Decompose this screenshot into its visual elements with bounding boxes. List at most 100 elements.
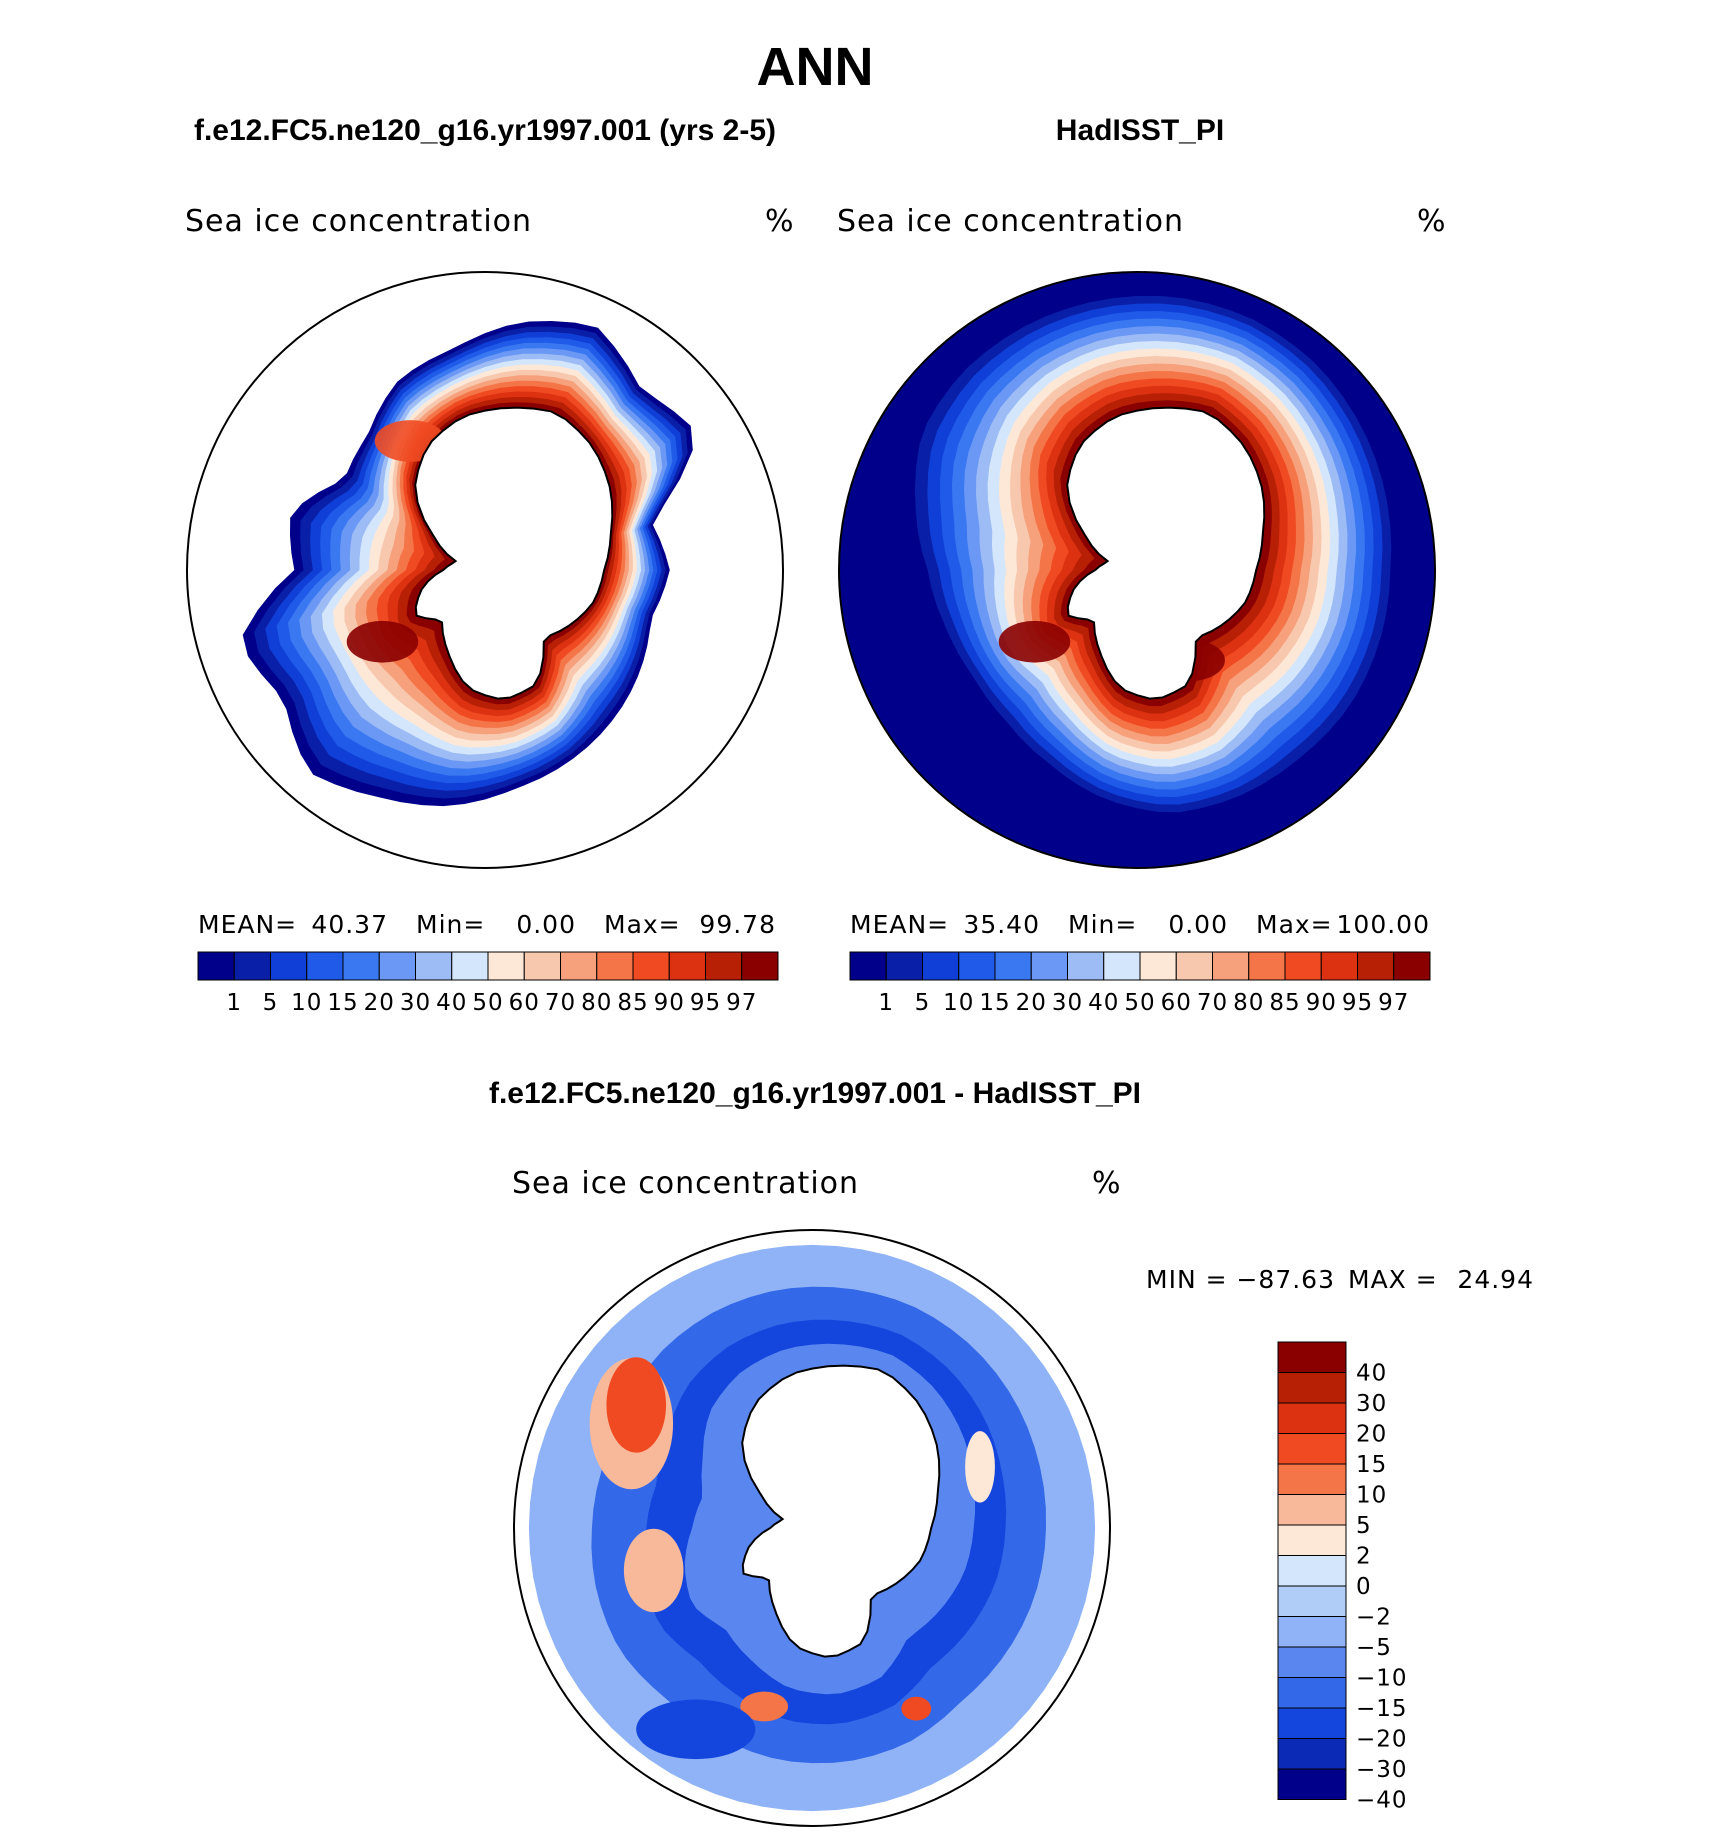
- left-colorbar-tick: 10: [291, 990, 322, 1016]
- right-colorbar-swatch-1: [885, 951, 923, 981]
- left-colorbar-swatch-9: [523, 951, 561, 981]
- left-colorbar-tick: 30: [400, 990, 431, 1016]
- left-colorbar-tick: 60: [509, 990, 540, 1016]
- left-colorbar-swatch-2: [270, 951, 308, 981]
- diff-colorbar-swatch-5: [1277, 1494, 1347, 1526]
- left-colorbar-tick: 15: [327, 990, 358, 1016]
- left-map: [242, 321, 693, 807]
- diff-blob-1: [606, 1357, 667, 1453]
- diff-blob-2: [623, 1528, 684, 1613]
- diff-colorbar-tick: −15: [1356, 1696, 1408, 1722]
- left-colorbar-tick: 97: [726, 990, 757, 1016]
- diff-blob-deep: [636, 1699, 756, 1760]
- left-colorbar-tick: 95: [690, 990, 721, 1016]
- left-map-boundary: [186, 271, 784, 869]
- right-colorbar-swatch-9: [1175, 951, 1213, 981]
- right-colorbar-tick: 40: [1088, 990, 1119, 1016]
- diff-colorbar-swatch-11: [1277, 1677, 1347, 1709]
- diff-colorbar-tick: −40: [1356, 1788, 1408, 1814]
- diff-colorbar-tick: 20: [1356, 1422, 1387, 1448]
- right-colorbar-tick: 10: [943, 990, 974, 1016]
- right-colorbar-tick: 1: [878, 990, 894, 1016]
- left-mean-label: MEAN=: [198, 910, 297, 939]
- diff-colorbar-swatch-12: [1277, 1707, 1347, 1739]
- left-colorbar-swatch-3: [306, 951, 344, 981]
- left-colorbar-tick: 5: [263, 990, 279, 1016]
- right-colorbar-swatch-11: [1248, 951, 1286, 981]
- diff-colorbar-swatch-3: [1277, 1433, 1347, 1465]
- right-colorbar-tick: 95: [1342, 990, 1373, 1016]
- diff-colorbar-swatch-7: [1277, 1555, 1347, 1587]
- right-colorbar-swatch-4: [994, 951, 1032, 981]
- right-colorbar-tick: 70: [1197, 990, 1228, 1016]
- left-min-value: 0.00: [516, 910, 576, 939]
- diff-min-label: MIN =: [1146, 1265, 1228, 1294]
- right-stats: MEAN= 35.40 Min= 0.00 Max= 100.00: [850, 910, 1429, 939]
- right-colorbar-tick: 60: [1161, 990, 1192, 1016]
- left-colorbar-tick: 90: [654, 990, 685, 1016]
- right-colorbar-swatch-15: [1393, 951, 1431, 981]
- diff-colorbar-tick: 5: [1356, 1513, 1372, 1539]
- right-colorbar-swatch-2: [922, 951, 960, 981]
- diff-map-boundary: [513, 1229, 1111, 1827]
- right-colorbar-swatch-12: [1284, 951, 1322, 981]
- left-colorbar-swatch-7: [451, 951, 489, 981]
- diff-colorbar-swatch-8: [1277, 1585, 1347, 1617]
- left-stats: MEAN= 40.37 Min= 0.00 Max= 99.78: [198, 910, 775, 939]
- left-mean-value: 40.37: [311, 910, 388, 939]
- diff-max-label: MAX =: [1348, 1265, 1438, 1294]
- left-colorbar-swatch-0: [197, 951, 235, 981]
- left-colorbar-tick: 80: [581, 990, 612, 1016]
- left-min-label: Min=: [416, 910, 485, 939]
- right-colorbar-swatch-14: [1357, 951, 1395, 981]
- diff-colorbar-tick: −2: [1356, 1605, 1392, 1631]
- left-colorbar-swatch-4: [342, 951, 380, 981]
- diff-max-value: 24.94: [1457, 1265, 1534, 1294]
- left-colorbar-swatch-12: [632, 951, 670, 981]
- left-colorbar-swatch-11: [596, 951, 634, 981]
- diff-colorbar-swatch-6: [1277, 1524, 1347, 1556]
- left-colorbar-swatch-14: [705, 951, 743, 981]
- diff-case-title: f.e12.FC5.ne120_g16.yr1997.001 - HadISST…: [489, 1077, 1141, 1110]
- left-colorbar-swatch-8: [487, 951, 525, 981]
- right-max-label: Max=: [1256, 910, 1333, 939]
- left-max-label: Max=: [604, 910, 681, 939]
- right-colorbar-tick: 90: [1306, 990, 1337, 1016]
- diff-colorbar-swatch-10: [1277, 1646, 1347, 1678]
- left-colorbar-swatch-5: [378, 951, 416, 981]
- diff-colorbar-tick: 2: [1356, 1544, 1372, 1570]
- diff-colorbar-swatch-1: [1277, 1372, 1347, 1404]
- right-colorbar-tick: 20: [1016, 990, 1047, 1016]
- hotspot-weddell: [998, 620, 1071, 663]
- right-colorbar-swatch-10: [1212, 951, 1250, 981]
- figure-title: ANN: [757, 37, 874, 97]
- hotspot-weddell: [346, 620, 419, 663]
- right-colorbar-swatch-13: [1320, 951, 1358, 981]
- left-colorbar-tick: 50: [472, 990, 503, 1016]
- right-colorbar-tick: 50: [1124, 990, 1155, 1016]
- right-units-label: %: [1417, 204, 1447, 239]
- right-colorbar-swatch-7: [1103, 951, 1141, 981]
- right-colorbar-swatch-5: [1030, 951, 1068, 981]
- left-colorbar: 1 5 10 15 20 30 40 50 60 70 80 85 90 95 97: [197, 951, 779, 1016]
- right-mean-value: 35.40: [963, 910, 1040, 939]
- diff-blob-3: [740, 1691, 789, 1722]
- diff-colorbar-tick: −5: [1356, 1635, 1392, 1661]
- right-variable-label: Sea ice concentration: [837, 204, 1184, 239]
- diff-blob-5: [965, 1431, 995, 1503]
- right-mean-label: MEAN=: [850, 910, 949, 939]
- right-map-boundary: [838, 271, 1436, 869]
- left-colorbar-tick: 70: [545, 990, 576, 1016]
- diff-colorbar-swatch-2: [1277, 1402, 1347, 1434]
- diff-min-value: −87.63: [1236, 1265, 1335, 1294]
- left-colorbar-tick: 85: [617, 990, 648, 1016]
- right-colorbar-tick: 97: [1378, 990, 1409, 1016]
- left-colorbar-swatch-1: [233, 951, 271, 981]
- diff-colorbar-tick: 10: [1356, 1483, 1387, 1509]
- diff-colorbar-tick: −10: [1356, 1666, 1408, 1692]
- left-colorbar-tick: 40: [436, 990, 467, 1016]
- right-map: [839, 272, 1435, 868]
- diff-colorbar-swatch-13: [1277, 1738, 1347, 1770]
- diff-blob-4: [901, 1696, 932, 1721]
